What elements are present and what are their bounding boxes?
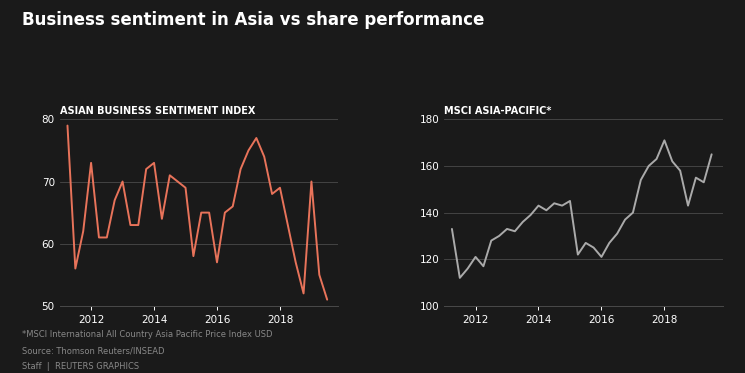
Text: Business sentiment in Asia vs share performance: Business sentiment in Asia vs share perf… bbox=[22, 11, 485, 29]
Text: Staff  |  REUTERS GRAPHICS: Staff | REUTERS GRAPHICS bbox=[22, 362, 139, 371]
Text: MSCI ASIA-PACIFIC*: MSCI ASIA-PACIFIC* bbox=[444, 106, 551, 116]
Text: Source: Thomson Reuters/INSEAD: Source: Thomson Reuters/INSEAD bbox=[22, 346, 165, 355]
Text: ASIAN BUSINESS SENTIMENT INDEX: ASIAN BUSINESS SENTIMENT INDEX bbox=[60, 106, 255, 116]
Text: *MSCI International All Country Asia Pacific Price Index USD: *MSCI International All Country Asia Pac… bbox=[22, 330, 273, 339]
